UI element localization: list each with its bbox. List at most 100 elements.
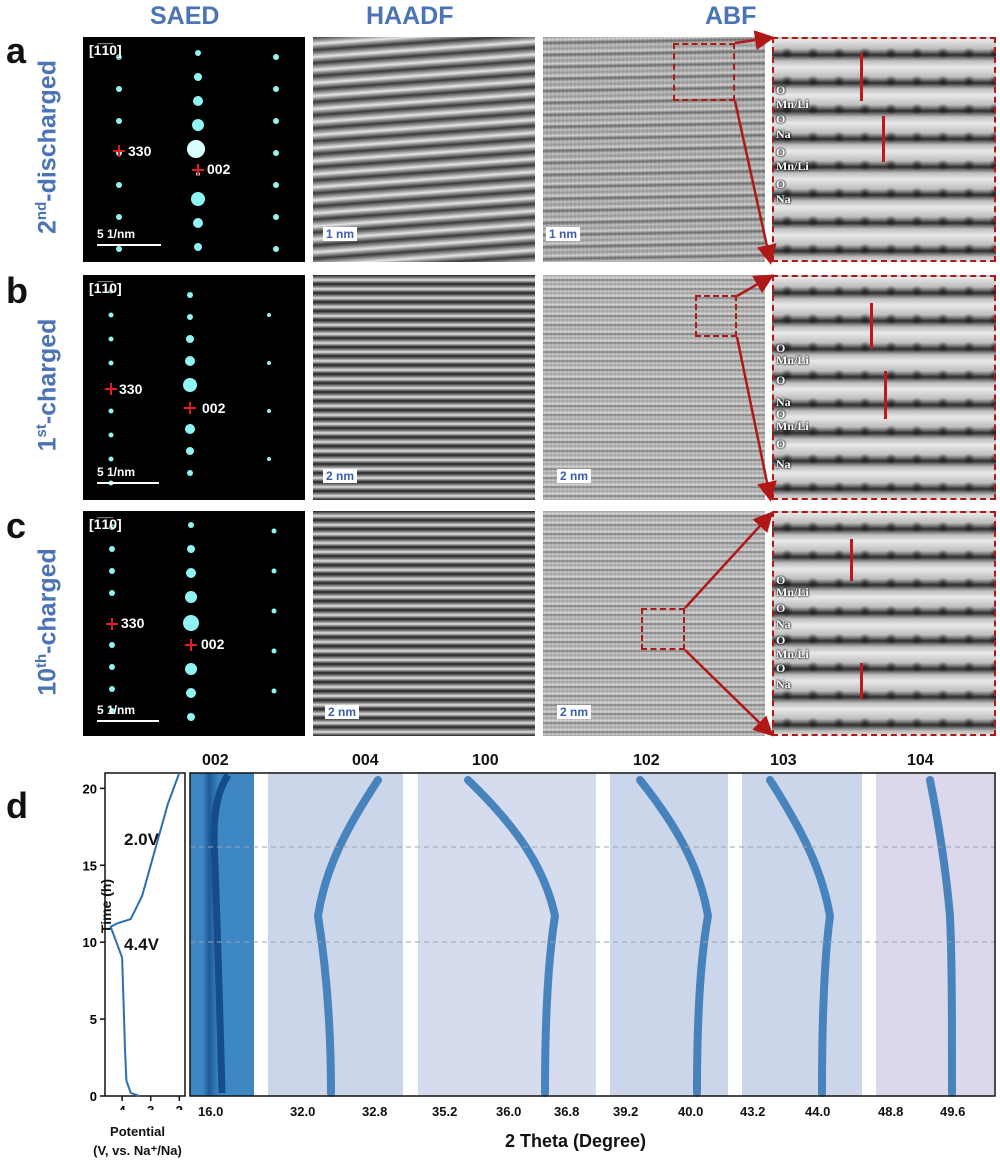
layer-label: Na <box>776 617 791 631</box>
haadf-scalebar-b: 2 nm <box>323 469 358 483</box>
abf-zoom-a: O Mn/Li O Na O Mn/Li O Na <box>772 37 996 262</box>
two-theta-tick: 16.0 <box>198 1104 224 1119</box>
layer-label: O <box>776 177 786 191</box>
saed-spot-330-b: 330 <box>119 381 143 397</box>
potential-axis-label: Potential (V, vs. Na⁺/Na) <box>93 1124 182 1158</box>
time-tick-label: 20 <box>83 781 97 796</box>
peak-trace-102 <box>636 776 713 1097</box>
layer-label: O <box>776 373 786 387</box>
two-theta-tick: 35.2 <box>432 1104 458 1119</box>
zoom-connector-arrows <box>684 30 777 737</box>
saed-pattern-a <box>113 50 279 252</box>
abf-zoom-b: O Mn/Li O Na O Mn/Li O Na <box>772 275 996 500</box>
potential-tick-label: 4 <box>119 1103 127 1110</box>
abf-column-title: ABF <box>705 2 757 30</box>
saed-zone-axis-b: [1̅1̅0] <box>89 280 122 296</box>
layer-label: O <box>776 341 786 355</box>
two-theta-tick: 39.2 <box>613 1104 639 1119</box>
layer-label: O <box>776 661 786 675</box>
layer-label: O <box>776 633 786 647</box>
two-theta-tick: 43.2 <box>740 1104 766 1119</box>
abf-zoom-c: O Mn/Li O Na O Mn/Li O Na <box>772 511 996 736</box>
peak-trace-overlay <box>189 772 996 1097</box>
abf-image-c: 2 nm <box>543 511 765 736</box>
saed-image-a: [1̅1̅0] 330 002 5 1/nm <box>83 37 305 262</box>
layer-label: Mn/Li <box>776 159 809 173</box>
panel-letter-c: c <box>6 505 27 546</box>
saed-pattern-b <box>105 288 271 486</box>
reflection-label-004: 004 <box>352 752 379 769</box>
offset-marker-b1 <box>870 303 873 349</box>
offset-marker-a1 <box>860 53 863 101</box>
saed-column-title: SAED <box>150 2 220 30</box>
two-theta-axis-label: 2 Theta (Degree) <box>505 1131 647 1151</box>
voltage-profile-plot: 0 5 10 15 20 4 3 2 <box>83 772 186 1110</box>
layer-label: Na <box>776 395 791 409</box>
potential-tick-label: 2 <box>176 1103 183 1110</box>
annotation-2v: 2.0V <box>124 830 159 849</box>
two-theta-tick: 48.8 <box>878 1104 904 1119</box>
peak-trace-002 <box>210 773 231 1094</box>
layer-label: O <box>776 407 786 421</box>
two-theta-tick: 36.8 <box>554 1104 580 1119</box>
haadf-image-b: 2 nm <box>313 275 535 500</box>
saed-scalebar-a: 5 1/nm <box>97 227 161 246</box>
time-tick-label: 15 <box>83 858 97 873</box>
layer-label: Na <box>776 192 791 206</box>
maps-frame <box>189 772 996 1097</box>
panel-letter-a: a <box>6 30 27 71</box>
reflection-label-102: 102 <box>633 752 660 769</box>
time-tick-label: 0 <box>90 1089 97 1104</box>
abf-image-a: 1 nm <box>543 37 765 262</box>
haadf-scalebar-a: 1 nm <box>323 227 358 241</box>
abf-roi-box-a <box>673 43 735 101</box>
saed-pattern-c <box>106 522 277 721</box>
layer-label: Mn/Li <box>776 353 809 367</box>
peak-trace-004 <box>313 776 382 1097</box>
reflection-label-104: 104 <box>907 752 934 769</box>
layer-label: O <box>776 601 786 615</box>
layer-label: O <box>776 573 786 587</box>
saed-spot-002-c: 002 <box>201 636 225 652</box>
layer-label: Na <box>776 127 791 141</box>
abf-roi-box-c <box>641 608 685 650</box>
voltage-curve <box>109 772 181 1097</box>
peak-trace-103 <box>766 776 835 1097</box>
reflection-label-100: 100 <box>472 752 499 769</box>
potential-frame <box>104 772 186 1097</box>
abf-roi-box-b <box>695 295 737 337</box>
panel-letter-b: b <box>6 270 28 311</box>
offset-marker-c2 <box>860 663 863 699</box>
layer-label: Mn/Li <box>776 97 809 111</box>
haadf-column-title: HAADF <box>366 2 454 30</box>
two-theta-tick: 44.0 <box>805 1104 831 1119</box>
saed-scalebar-c: 5 1/nm <box>97 703 159 722</box>
saed-image-b: [1̅1̅0] 330 002 5 1/nm <box>83 275 305 500</box>
saed-spot-002-a: 002 <box>207 161 231 177</box>
haadf-scalebar-c: 2 nm <box>325 705 360 719</box>
two-theta-tick: 32.8 <box>362 1104 388 1119</box>
panel-letter-d: d <box>6 785 28 826</box>
offset-marker-b2 <box>884 371 887 419</box>
time-tick-label: 5 <box>90 1012 97 1027</box>
abf-scalebar-c: 2 nm <box>557 705 592 719</box>
annotation-4v: 4.4V <box>124 935 159 954</box>
reflection-label-103: 103 <box>770 752 797 769</box>
saed-spot-330-c: 330 <box>121 615 145 631</box>
layer-label: O <box>776 437 786 451</box>
offset-marker-a2 <box>882 116 885 162</box>
haadf-image-a: 1 nm <box>313 37 535 262</box>
layer-label: O <box>776 83 786 97</box>
saed-zone-axis-c: [1̅1̅0] <box>89 516 122 532</box>
layer-label: O <box>776 145 786 159</box>
layer-label: Na <box>776 457 791 471</box>
offset-marker-c1 <box>850 539 853 581</box>
potential-tick-label: 3 <box>147 1103 154 1110</box>
saed-image-c: [1̅1̅0] 330 002 5 1/nm <box>83 511 305 736</box>
saed-spot-002-b: 002 <box>202 400 226 416</box>
saed-scalebar-b: 5 1/nm <box>97 465 159 484</box>
two-theta-tick: 49.6 <box>940 1104 966 1119</box>
haadf-image-c: 2 nm <box>313 511 535 736</box>
two-theta-tick: 32.0 <box>290 1104 316 1119</box>
two-theta-tick: 40.0 <box>678 1104 704 1119</box>
